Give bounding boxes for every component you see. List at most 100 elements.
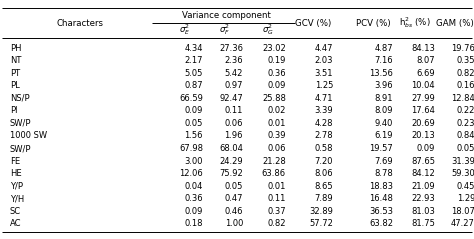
Text: NT: NT	[10, 56, 21, 65]
Text: 2.17: 2.17	[184, 56, 203, 65]
Text: 0.11: 0.11	[268, 194, 286, 203]
Text: 25.88: 25.88	[262, 94, 286, 103]
Text: 0.04: 0.04	[185, 182, 203, 191]
Text: 4.34: 4.34	[184, 44, 203, 53]
Text: 5.42: 5.42	[225, 69, 243, 78]
Text: 0.58: 0.58	[315, 144, 333, 153]
Text: 81.75: 81.75	[411, 219, 435, 228]
Text: 0.84: 0.84	[456, 131, 474, 141]
Text: 19.57: 19.57	[369, 144, 393, 153]
Text: 31.39: 31.39	[451, 157, 474, 166]
Text: 0.23: 0.23	[456, 119, 474, 128]
Text: 9.40: 9.40	[374, 119, 393, 128]
Text: 21.28: 21.28	[262, 157, 286, 166]
Text: 0.87: 0.87	[184, 81, 203, 90]
Text: 17.64: 17.64	[411, 106, 435, 115]
Text: 22.93: 22.93	[411, 194, 435, 203]
Text: Characters: Characters	[56, 18, 103, 27]
Text: 1000 SW: 1000 SW	[10, 131, 47, 141]
Text: 67.98: 67.98	[179, 144, 203, 153]
Text: 47.27: 47.27	[451, 219, 474, 228]
Text: 3.39: 3.39	[314, 106, 333, 115]
Text: 1.25: 1.25	[315, 81, 333, 90]
Text: AC: AC	[10, 219, 21, 228]
Text: 4.87: 4.87	[374, 44, 393, 53]
Text: 81.03: 81.03	[411, 207, 435, 216]
Text: 2.78: 2.78	[314, 131, 333, 141]
Text: 87.65: 87.65	[411, 157, 435, 166]
Text: 6.69: 6.69	[416, 69, 435, 78]
Text: Pl: Pl	[10, 106, 18, 115]
Text: 8.06: 8.06	[314, 169, 333, 178]
Text: 0.06: 0.06	[267, 144, 286, 153]
Text: 0.01: 0.01	[268, 182, 286, 191]
Text: 0.37: 0.37	[267, 207, 286, 216]
Text: PH: PH	[10, 44, 21, 53]
Text: PCV (%): PCV (%)	[356, 18, 390, 27]
Text: 0.36: 0.36	[184, 194, 203, 203]
Text: 84.13: 84.13	[411, 44, 435, 53]
Text: 4.71: 4.71	[315, 94, 333, 103]
Text: 7.20: 7.20	[315, 157, 333, 166]
Text: 0.11: 0.11	[225, 106, 243, 115]
Text: 0.09: 0.09	[185, 207, 203, 216]
Text: $\sigma^2_G$: $\sigma^2_G$	[262, 22, 274, 38]
Text: 7.16: 7.16	[374, 56, 393, 65]
Text: 8.09: 8.09	[374, 106, 393, 115]
Text: Y/P: Y/P	[10, 182, 23, 191]
Text: 0.09: 0.09	[417, 144, 435, 153]
Text: 8.78: 8.78	[374, 169, 393, 178]
Text: 0.19: 0.19	[268, 56, 286, 65]
Text: SW/P: SW/P	[10, 144, 31, 153]
Text: GCV (%): GCV (%)	[295, 18, 331, 27]
Text: GAM (%): GAM (%)	[436, 18, 474, 27]
Text: 5.05: 5.05	[185, 69, 203, 78]
Text: 57.72: 57.72	[309, 219, 333, 228]
Text: 21.09: 21.09	[411, 182, 435, 191]
Text: h$^2_{bs}$ (%): h$^2_{bs}$ (%)	[399, 16, 431, 30]
Text: 0.45: 0.45	[456, 182, 474, 191]
Text: 84.12: 84.12	[411, 169, 435, 178]
Text: 0.09: 0.09	[268, 81, 286, 90]
Text: 32.89: 32.89	[309, 207, 333, 216]
Text: 68.04: 68.04	[219, 144, 243, 153]
Text: 1.00: 1.00	[225, 219, 243, 228]
Text: 0.18: 0.18	[184, 219, 203, 228]
Text: 4.28: 4.28	[315, 119, 333, 128]
Text: 0.02: 0.02	[268, 106, 286, 115]
Text: Variance component: Variance component	[182, 11, 271, 20]
Text: 59.30: 59.30	[451, 169, 474, 178]
Text: 0.35: 0.35	[456, 56, 474, 65]
Text: 3.51: 3.51	[315, 69, 333, 78]
Text: HE: HE	[10, 169, 22, 178]
Text: 7.69: 7.69	[374, 157, 393, 166]
Text: 0.05: 0.05	[185, 119, 203, 128]
Text: Y/H: Y/H	[10, 194, 24, 203]
Text: 0.01: 0.01	[268, 119, 286, 128]
Text: 6.19: 6.19	[374, 131, 393, 141]
Text: 18.83: 18.83	[369, 182, 393, 191]
Text: 16.48: 16.48	[369, 194, 393, 203]
Text: $\sigma^2_F$: $\sigma^2_F$	[219, 22, 230, 38]
Text: 0.22: 0.22	[456, 106, 474, 115]
Text: 0.16: 0.16	[456, 81, 474, 90]
Text: 66.59: 66.59	[179, 94, 203, 103]
Text: 8.65: 8.65	[314, 182, 333, 191]
Text: 0.05: 0.05	[456, 144, 474, 153]
Text: 10.04: 10.04	[411, 81, 435, 90]
Text: 24.29: 24.29	[219, 157, 243, 166]
Text: 12.84: 12.84	[451, 94, 474, 103]
Text: 0.82: 0.82	[267, 219, 286, 228]
Text: 20.69: 20.69	[411, 119, 435, 128]
Text: 7.89: 7.89	[314, 194, 333, 203]
Text: 8.07: 8.07	[416, 56, 435, 65]
Text: 19.76: 19.76	[451, 44, 474, 53]
Text: 0.05: 0.05	[225, 182, 243, 191]
Text: 0.36: 0.36	[267, 69, 286, 78]
Text: 27.99: 27.99	[411, 94, 435, 103]
Text: 75.92: 75.92	[219, 169, 243, 178]
Text: 12.06: 12.06	[179, 169, 203, 178]
Text: SC: SC	[10, 207, 21, 216]
Text: $\sigma^2_E$: $\sigma^2_E$	[179, 22, 191, 38]
Text: 0.09: 0.09	[185, 106, 203, 115]
